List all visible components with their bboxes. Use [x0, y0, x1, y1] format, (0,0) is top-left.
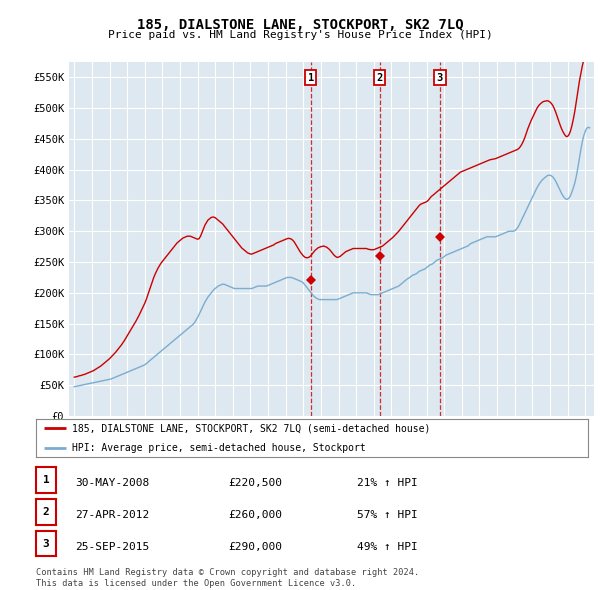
Text: HPI: Average price, semi-detached house, Stockport: HPI: Average price, semi-detached house,… — [72, 442, 365, 453]
Text: 2: 2 — [376, 73, 383, 83]
Text: £220,500: £220,500 — [228, 478, 282, 488]
Text: 21% ↑ HPI: 21% ↑ HPI — [357, 478, 418, 488]
Text: 185, DIALSTONE LANE, STOCKPORT, SK2 7LQ: 185, DIALSTONE LANE, STOCKPORT, SK2 7LQ — [137, 18, 463, 32]
Text: £290,000: £290,000 — [228, 542, 282, 552]
Text: Contains HM Land Registry data © Crown copyright and database right 2024.
This d: Contains HM Land Registry data © Crown c… — [36, 568, 419, 588]
Text: 3: 3 — [43, 539, 49, 549]
Text: 1: 1 — [308, 73, 314, 83]
Text: 57% ↑ HPI: 57% ↑ HPI — [357, 510, 418, 520]
Text: Price paid vs. HM Land Registry's House Price Index (HPI): Price paid vs. HM Land Registry's House … — [107, 30, 493, 40]
Text: 185, DIALSTONE LANE, STOCKPORT, SK2 7LQ (semi-detached house): 185, DIALSTONE LANE, STOCKPORT, SK2 7LQ … — [72, 424, 430, 434]
Text: 1: 1 — [43, 475, 49, 485]
Text: 2: 2 — [43, 507, 49, 517]
Text: 25-SEP-2015: 25-SEP-2015 — [75, 542, 149, 552]
Text: 49% ↑ HPI: 49% ↑ HPI — [357, 542, 418, 552]
Text: 27-APR-2012: 27-APR-2012 — [75, 510, 149, 520]
Text: £260,000: £260,000 — [228, 510, 282, 520]
Text: 30-MAY-2008: 30-MAY-2008 — [75, 478, 149, 488]
Text: 3: 3 — [437, 73, 443, 83]
